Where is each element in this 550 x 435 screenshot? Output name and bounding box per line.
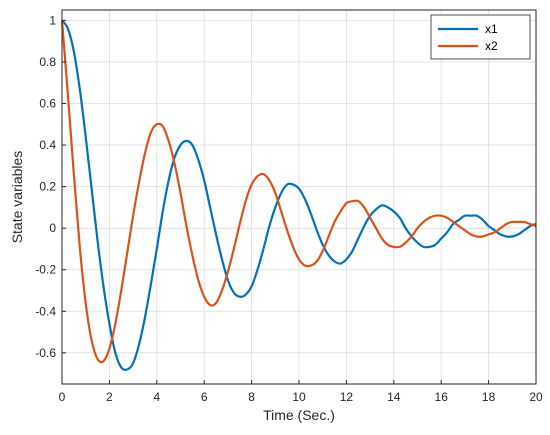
series-layer	[60, 19, 537, 371]
legend-label-x1: x1	[485, 22, 498, 36]
y-tick-label: 0.4	[39, 138, 56, 152]
y-axis-ticks: -0.6 -0.4 -0.2 0 0.2 0.4 0.6 0.8 1	[35, 13, 66, 360]
y-axis-title: State variables	[9, 151, 25, 244]
y-tick-label: -0.4	[35, 304, 56, 318]
x-axis-title: Time (Sec.)	[263, 407, 335, 423]
x-tick-label: 14	[387, 390, 401, 404]
x-tick-label: 10	[292, 390, 306, 404]
y-tick-label: -0.2	[35, 263, 56, 277]
series-line-x2	[60, 20, 537, 364]
x-tick-label: 2	[106, 390, 113, 404]
legend: x1 x2	[430, 14, 531, 60]
x-tick-label: 20	[529, 390, 543, 404]
y-tick-label: 1	[49, 13, 56, 27]
y-tick-label: 0.2	[39, 180, 56, 194]
y-tick-label: 0	[49, 221, 56, 235]
y-tick-label: 0.8	[39, 55, 56, 69]
x-tick-label: 12	[340, 390, 354, 404]
y-tick-label: -0.6	[35, 346, 56, 360]
x-tick-label: 0	[59, 390, 66, 404]
series-line-x1	[61, 19, 537, 371]
grid-lines	[61, 10, 537, 384]
y-tick-label: 0.6	[39, 97, 56, 111]
x-axis-ticks: 0 2 4 6 8 10 12 14 16 18 20	[59, 380, 543, 404]
x-tick-label: 6	[201, 390, 208, 404]
x-tick-label: 16	[435, 390, 449, 404]
legend-label-x2: x2	[485, 39, 498, 53]
x-tick-label: 4	[153, 390, 160, 404]
legend-box	[430, 14, 531, 60]
x-tick-label: 18	[482, 390, 496, 404]
x-tick-label: 8	[248, 390, 255, 404]
